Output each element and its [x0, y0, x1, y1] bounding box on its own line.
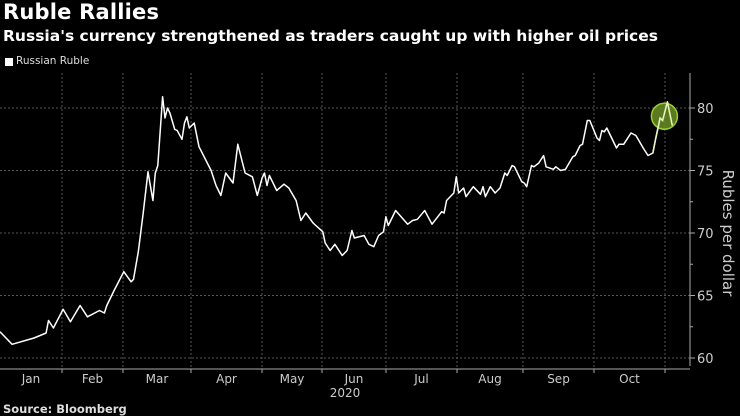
y-axis-title: Rubles per dollar [719, 170, 737, 298]
x-tick-label: Apr [216, 372, 237, 386]
legend-swatch [5, 57, 13, 66]
x-tick-label: Oct [619, 372, 640, 386]
x-tick-label: Aug [478, 372, 501, 386]
x-tick-label: Feb [82, 372, 103, 386]
y-tick-label: 65 [697, 290, 714, 305]
y-tick-label: 60 [697, 352, 714, 367]
chart-subtitle: Russia's currency strengthened as trader… [3, 27, 658, 45]
source-note: Source: Bloomberg [3, 402, 127, 416]
x-axis-year-label: 2020 [330, 386, 361, 400]
series-line-russian-ruble [0, 95, 674, 346]
legend: Russian Ruble [5, 55, 89, 68]
x-tick-label: Jun [344, 372, 364, 386]
highlight-series-segment [652, 101, 674, 154]
x-tick-label: May [280, 372, 305, 386]
x-tick-label: Sep [547, 372, 570, 386]
legend-label: Russian Ruble [16, 55, 90, 67]
x-tick-label: Jul [413, 372, 428, 386]
x-tick-label: Jan [21, 372, 41, 386]
y-tick-label: 75 [697, 165, 714, 180]
chart-title: Ruble Rallies [3, 0, 160, 24]
x-tick-label: Mar [146, 372, 169, 386]
y-tick-label: 70 [697, 227, 714, 242]
y-tick-label: 80 [697, 102, 714, 117]
